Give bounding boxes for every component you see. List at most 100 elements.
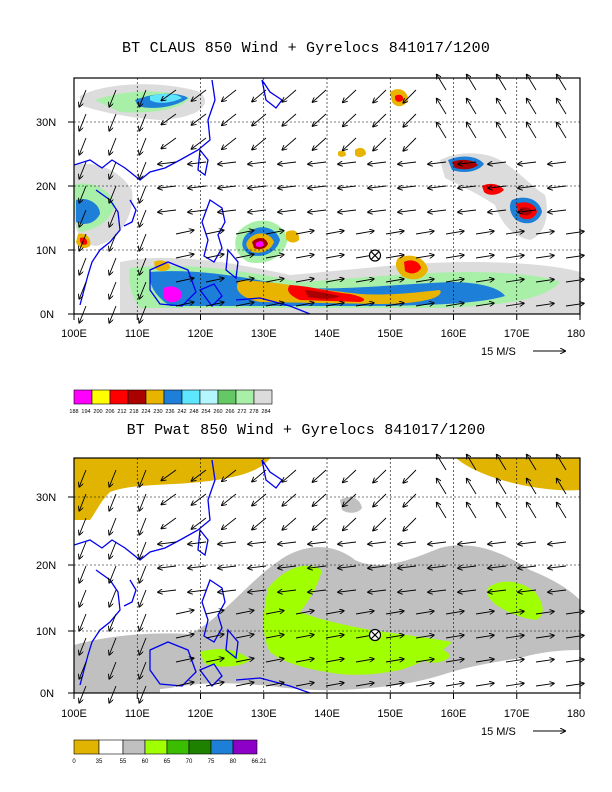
wind-vector	[139, 137, 147, 155]
wind-vector	[248, 566, 267, 568]
wind-vector	[139, 257, 147, 275]
lon-label: 180	[567, 708, 585, 720]
wind-vector	[282, 493, 297, 506]
vector-scale-label: 15 M/S	[481, 726, 516, 738]
wind-vector	[109, 469, 117, 487]
wind-vector	[497, 503, 507, 519]
wind-vector	[278, 210, 297, 212]
wind-vector	[278, 542, 297, 544]
wind-vector	[415, 231, 434, 234]
wind-vector	[139, 281, 147, 299]
wind-vector	[109, 113, 117, 131]
wind-vector	[175, 634, 194, 639]
wind-vector	[79, 161, 87, 179]
wind-vector	[548, 210, 567, 212]
wind-vector	[139, 661, 147, 679]
wind-vector	[109, 565, 117, 583]
wind-vector	[527, 123, 537, 139]
wind-vector	[368, 186, 387, 188]
wind-vector	[355, 611, 374, 615]
wind-vector	[488, 590, 507, 592]
wind-vector	[445, 683, 464, 686]
wind-vector	[252, 89, 267, 102]
colorbar-label: 60	[142, 759, 149, 765]
wind-vector	[403, 113, 417, 127]
wind-vector	[175, 682, 194, 687]
wind-vector	[192, 137, 207, 149]
wind-vector	[158, 210, 177, 212]
wind-vector	[278, 186, 297, 188]
wind-vector	[535, 611, 554, 614]
colorbar-label: 0	[72, 759, 76, 765]
wind-vector	[109, 281, 117, 299]
vector-scale-label: 15 M/S	[481, 346, 516, 358]
lat-label: 20N	[36, 560, 56, 572]
wind-vector	[139, 113, 147, 131]
wind-vectors-bottom	[79, 455, 584, 703]
wind-vector	[557, 455, 567, 471]
wind-vector	[192, 517, 207, 529]
wind-vector	[535, 231, 554, 234]
wind-vector	[222, 469, 237, 481]
wind-vector	[295, 635, 314, 639]
wind-vector	[295, 255, 314, 259]
wind-vector	[235, 658, 254, 663]
wind-vector	[175, 302, 194, 307]
wind-vector	[109, 257, 117, 275]
wind-vector	[437, 123, 447, 139]
wind-vector	[368, 590, 387, 592]
gyre-location-marker-bottom	[368, 628, 382, 642]
wind-vector	[109, 137, 117, 155]
wind-vector	[205, 254, 224, 259]
lon-label: 150E	[377, 328, 403, 340]
wind-vector	[445, 231, 464, 234]
wind-vector	[428, 162, 447, 164]
wind-vector	[188, 162, 207, 164]
wind-vector	[79, 89, 87, 107]
lon-label: 100E	[61, 328, 87, 340]
wind-vector	[338, 590, 357, 592]
wind-vector	[497, 479, 507, 495]
wind-vector	[222, 493, 237, 505]
colorbar-label: 212	[117, 409, 126, 415]
wind-vector	[139, 209, 147, 227]
lat-label: 0N	[40, 309, 54, 321]
wind-vector	[535, 279, 554, 282]
wind-vector	[385, 231, 404, 235]
wind-vector	[467, 455, 477, 471]
wind-vector	[265, 635, 284, 639]
wind-vector	[535, 683, 554, 686]
wind-vector	[445, 279, 464, 282]
lon-label: 140E	[314, 328, 340, 340]
lon-label: 130E	[251, 708, 277, 720]
wind-vector	[403, 493, 417, 507]
wind-vector	[385, 255, 404, 259]
wind-vector	[497, 99, 507, 115]
lon-label: 150E	[377, 708, 403, 720]
wind-vector	[139, 185, 147, 203]
wind-vector	[218, 186, 237, 188]
wind-vector	[527, 503, 537, 519]
wind-vector	[265, 255, 284, 259]
wind-vector	[475, 659, 494, 662]
wind-vector	[428, 210, 447, 212]
colorbar-label: 70	[186, 759, 193, 765]
wind-vector	[205, 302, 224, 307]
wind-vector	[222, 89, 237, 101]
colorbar-label: 65	[164, 759, 171, 765]
wind-vector	[139, 541, 147, 559]
wind-vector	[325, 279, 344, 283]
wind-vector	[535, 303, 554, 306]
wind-vector	[458, 590, 477, 592]
wind-vector	[505, 255, 524, 258]
lat-label: 10N	[36, 626, 56, 638]
wind-vector	[139, 589, 147, 607]
wind-vectors-top	[79, 75, 584, 323]
lon-label: 170E	[504, 328, 530, 340]
lon-label: 170E	[504, 708, 530, 720]
wind-vector	[437, 503, 447, 519]
wind-vector	[385, 635, 404, 639]
ticks-top	[68, 121, 581, 320]
wind-vector	[518, 566, 537, 568]
wind-vector	[79, 209, 87, 227]
